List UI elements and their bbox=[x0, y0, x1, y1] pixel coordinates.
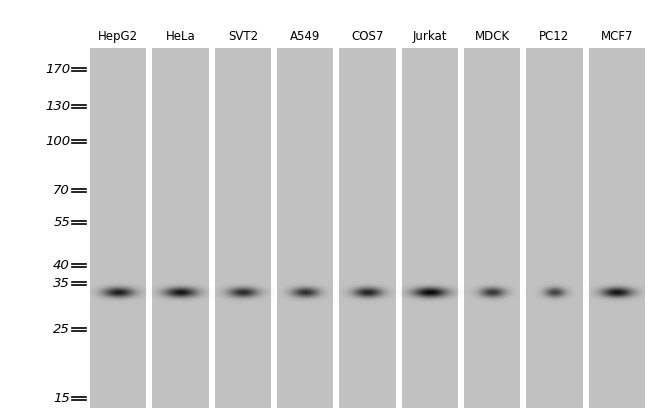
Text: MCF7: MCF7 bbox=[601, 30, 633, 43]
Text: 100: 100 bbox=[45, 135, 70, 148]
Text: 35: 35 bbox=[53, 278, 70, 291]
Text: 130: 130 bbox=[45, 100, 70, 113]
Text: 40: 40 bbox=[53, 259, 70, 273]
Text: 70: 70 bbox=[53, 184, 70, 196]
Text: Jurkat: Jurkat bbox=[413, 30, 447, 43]
Text: 55: 55 bbox=[53, 216, 70, 229]
Text: A549: A549 bbox=[290, 30, 320, 43]
Text: HepG2: HepG2 bbox=[98, 30, 138, 43]
Text: HeLa: HeLa bbox=[166, 30, 196, 43]
Text: 170: 170 bbox=[45, 64, 70, 76]
Text: 25: 25 bbox=[53, 323, 70, 336]
Text: COS7: COS7 bbox=[351, 30, 383, 43]
Text: PC12: PC12 bbox=[540, 30, 569, 43]
Text: SVT2: SVT2 bbox=[227, 30, 258, 43]
Text: MDCK: MDCK bbox=[474, 30, 510, 43]
Text: 15: 15 bbox=[53, 392, 70, 405]
